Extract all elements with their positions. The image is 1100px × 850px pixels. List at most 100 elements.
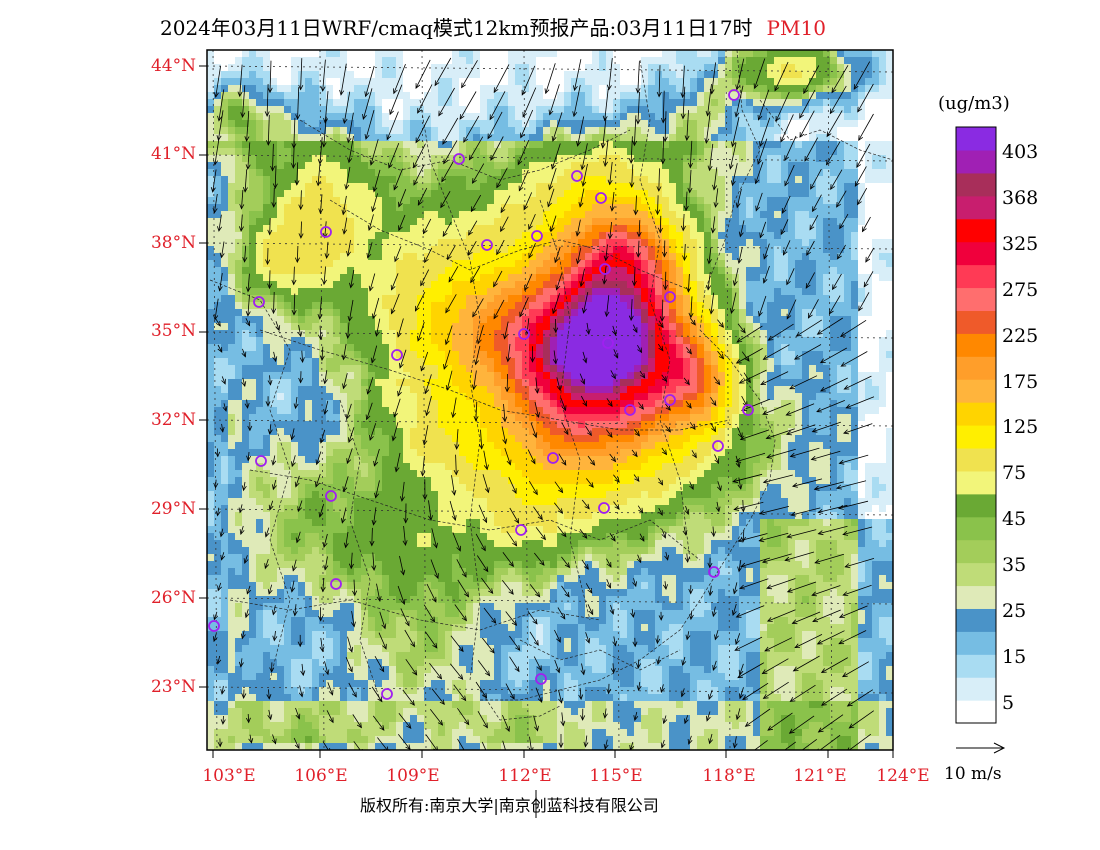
concentration-cell bbox=[410, 386, 418, 394]
concentration-cell bbox=[466, 239, 474, 247]
concentration-cell bbox=[529, 190, 537, 198]
concentration-cell bbox=[774, 232, 782, 240]
concentration-cell bbox=[599, 197, 607, 205]
concentration-cell bbox=[613, 211, 621, 219]
concentration-cell bbox=[431, 169, 439, 177]
concentration-cell bbox=[830, 92, 838, 100]
concentration-cell bbox=[844, 260, 852, 268]
concentration-cell bbox=[858, 316, 866, 324]
concentration-cell bbox=[214, 330, 222, 338]
concentration-cell bbox=[326, 148, 334, 156]
concentration-cell bbox=[396, 379, 404, 387]
concentration-cell bbox=[676, 176, 684, 184]
concentration-cell bbox=[515, 169, 523, 177]
concentration-cell bbox=[536, 176, 544, 184]
concentration-cell bbox=[214, 64, 222, 72]
concentration-cell bbox=[270, 358, 278, 366]
concentration-cell bbox=[557, 141, 565, 149]
concentration-cell bbox=[711, 295, 719, 303]
concentration-cell bbox=[508, 113, 516, 121]
concentration-cell bbox=[662, 239, 670, 247]
concentration-cell bbox=[732, 99, 740, 107]
concentration-cell bbox=[431, 71, 439, 79]
concentration-cell bbox=[571, 239, 579, 247]
concentration-cell bbox=[501, 183, 509, 191]
concentration-cell bbox=[221, 57, 229, 65]
concentration-cell bbox=[816, 85, 824, 93]
concentration-cell bbox=[354, 246, 362, 254]
concentration-cell bbox=[809, 50, 817, 58]
concentration-cell bbox=[879, 295, 887, 303]
concentration-cell bbox=[242, 232, 250, 240]
concentration-cell bbox=[634, 351, 642, 359]
concentration-cell bbox=[732, 309, 740, 317]
concentration-cell bbox=[886, 239, 893, 247]
concentration-cell bbox=[571, 351, 579, 359]
concentration-cell bbox=[676, 274, 684, 282]
concentration-cell bbox=[305, 106, 313, 114]
concentration-cell bbox=[480, 218, 488, 226]
concentration-cell bbox=[760, 204, 768, 212]
concentration-cell bbox=[438, 281, 446, 289]
concentration-cell bbox=[522, 239, 530, 247]
concentration-cell bbox=[655, 218, 663, 226]
concentration-cell bbox=[571, 71, 579, 79]
concentration-cell bbox=[718, 316, 726, 324]
concentration-cell bbox=[270, 344, 278, 352]
concentration-cell bbox=[256, 148, 264, 156]
concentration-cell bbox=[802, 358, 810, 366]
concentration-cell bbox=[403, 246, 411, 254]
concentration-cell bbox=[207, 127, 215, 135]
concentration-cell bbox=[522, 148, 530, 156]
concentration-cell bbox=[683, 204, 691, 212]
concentration-cell bbox=[732, 246, 740, 254]
concentration-cell bbox=[550, 57, 558, 65]
concentration-cell bbox=[333, 274, 341, 282]
concentration-cell bbox=[389, 85, 397, 93]
concentration-cell bbox=[305, 379, 313, 387]
concentration-cell bbox=[354, 183, 362, 191]
concentration-cell bbox=[235, 99, 243, 107]
concentration-cell bbox=[298, 134, 306, 142]
concentration-cell bbox=[403, 400, 411, 408]
concentration-cell bbox=[599, 400, 607, 408]
concentration-cell bbox=[844, 372, 852, 380]
concentration-cell bbox=[627, 253, 635, 261]
concentration-cell bbox=[613, 92, 621, 100]
concentration-cell bbox=[277, 365, 285, 373]
concentration-cell bbox=[410, 351, 418, 359]
concentration-cell bbox=[536, 155, 544, 163]
concentration-cell bbox=[599, 302, 607, 310]
concentration-cell bbox=[725, 316, 733, 324]
concentration-cell bbox=[270, 323, 278, 331]
concentration-cell bbox=[473, 57, 481, 65]
concentration-cell bbox=[277, 316, 285, 324]
concentration-cell bbox=[585, 274, 593, 282]
concentration-cell bbox=[326, 141, 334, 149]
concentration-cell bbox=[655, 267, 663, 275]
concentration-cell bbox=[354, 274, 362, 282]
concentration-cell bbox=[550, 302, 558, 310]
concentration-cell bbox=[501, 288, 509, 296]
concentration-cell bbox=[263, 323, 271, 331]
concentration-cell bbox=[767, 351, 775, 359]
concentration-cell bbox=[886, 127, 893, 135]
concentration-cell bbox=[375, 246, 383, 254]
concentration-cell bbox=[550, 386, 558, 394]
concentration-cell bbox=[879, 225, 887, 233]
concentration-cell bbox=[725, 232, 733, 240]
concentration-cell bbox=[683, 274, 691, 282]
concentration-cell bbox=[375, 316, 383, 324]
concentration-cell bbox=[501, 78, 509, 86]
concentration-cell bbox=[515, 141, 523, 149]
concentration-cell bbox=[382, 246, 390, 254]
concentration-cell bbox=[473, 190, 481, 198]
concentration-cell bbox=[676, 99, 684, 107]
concentration-cell bbox=[375, 337, 383, 345]
concentration-cell bbox=[795, 155, 803, 163]
concentration-cell bbox=[683, 365, 691, 373]
concentration-cell bbox=[865, 183, 873, 191]
concentration-cell bbox=[844, 183, 852, 191]
concentration-cell bbox=[494, 253, 502, 261]
concentration-cell bbox=[760, 155, 768, 163]
